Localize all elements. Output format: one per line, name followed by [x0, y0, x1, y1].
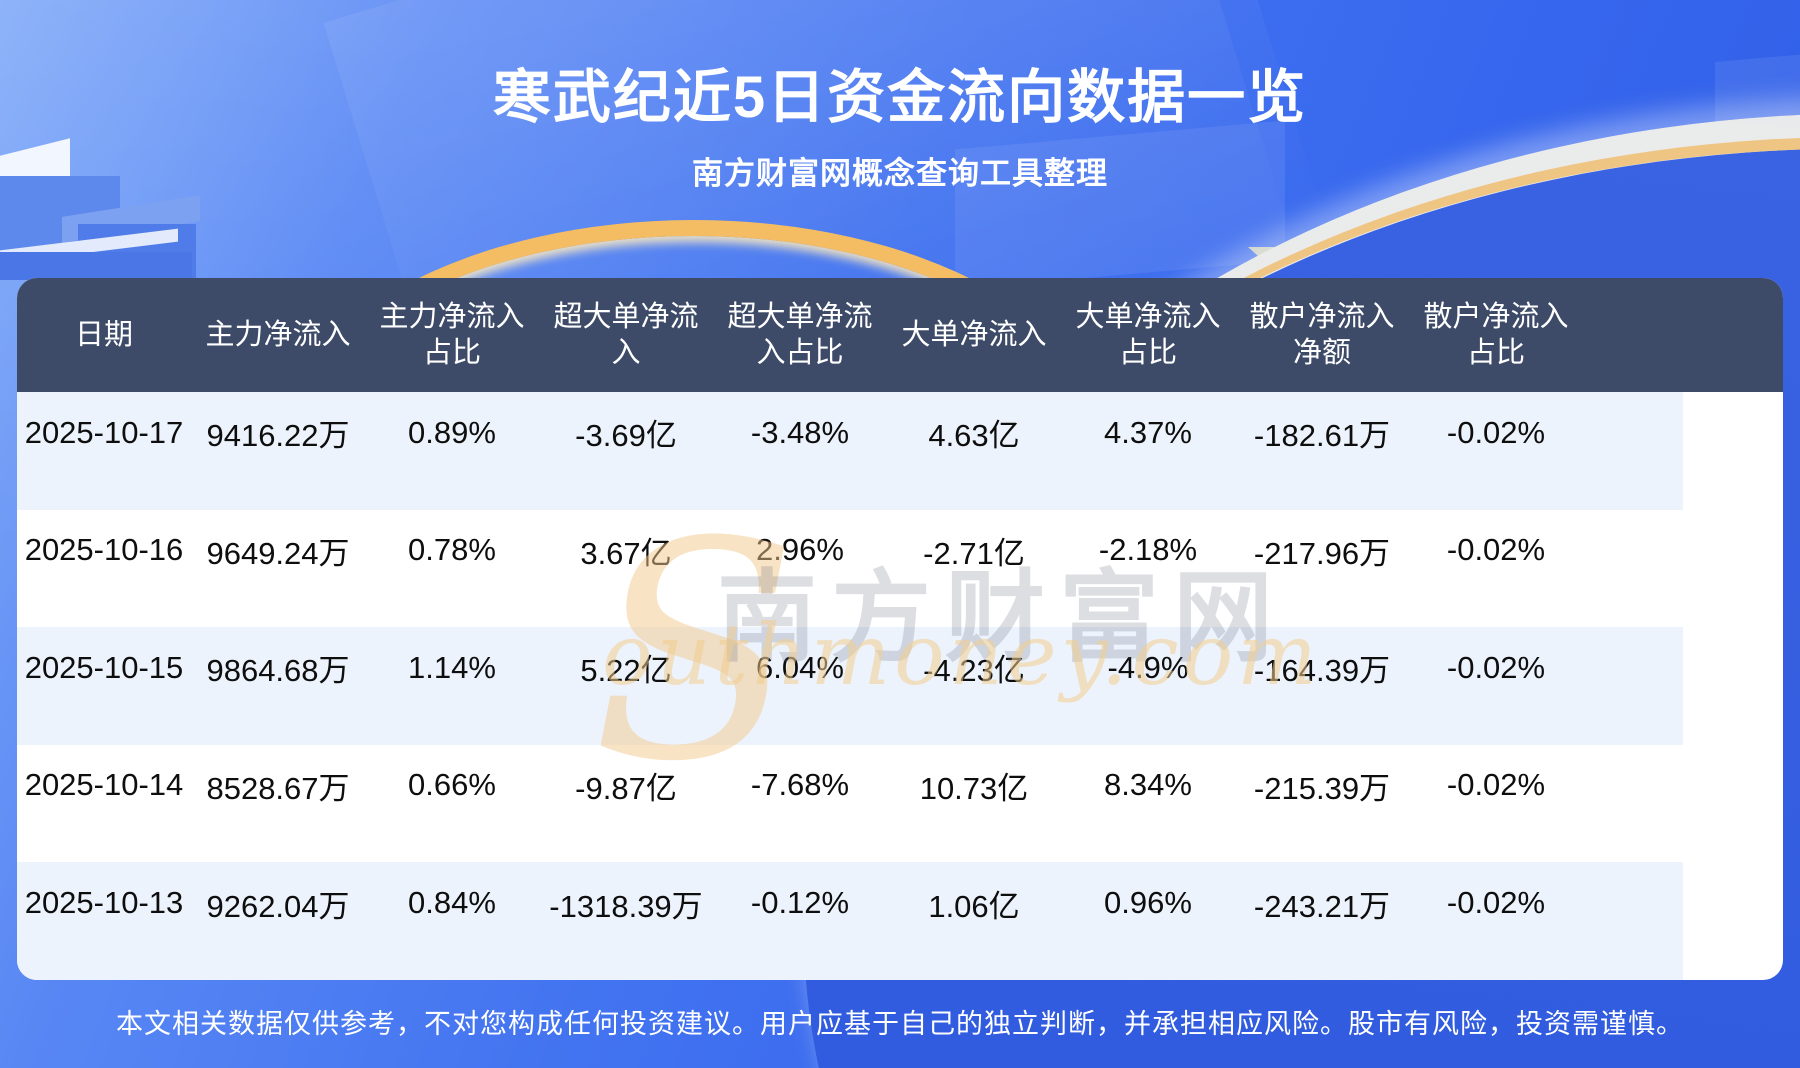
- table-cell: 2025-10-16: [24, 532, 184, 568]
- table-cell: 1.06亿: [928, 888, 1020, 924]
- header-cell: 大单净流入: [901, 319, 1047, 352]
- table-cell: 2025-10-17: [24, 414, 184, 450]
- table-cell: -4.9%: [1107, 649, 1189, 685]
- header-cell: 日期: [74, 319, 133, 352]
- table-cell: -2.71亿: [923, 535, 1025, 571]
- table-cell: 0.84%: [408, 885, 496, 921]
- table-cell: 6.04%: [756, 649, 844, 685]
- glass-pane: [955, 120, 1285, 290]
- table-cell: 4.37%: [1104, 414, 1192, 450]
- table-cell: -3.48%: [750, 414, 850, 450]
- table-cell: -0.12%: [750, 885, 850, 921]
- header-cell: 主力净流入占比: [379, 300, 525, 369]
- table-cell: -9.87亿: [575, 770, 677, 806]
- header-cell: 大单净流入占比: [1075, 300, 1221, 369]
- table-cell: 9649.24万: [206, 535, 350, 571]
- table-cell: -7.68%: [750, 767, 850, 803]
- table-cell: -0.02%: [1446, 767, 1546, 803]
- table-cell: -164.39万: [1253, 653, 1391, 689]
- table-cell: -4.23亿: [923, 653, 1025, 689]
- table-row: 2025-10-15 9864.68万 1.14% 5.22亿 6.04% -4.23亿 -…: [17, 627, 1683, 745]
- table-cell: 0.96%: [1104, 885, 1192, 921]
- header-cell: 散户净流入净额: [1249, 300, 1395, 369]
- table-cell: 2025-10-15: [24, 649, 184, 685]
- table-body: 2025-10-17 9416.22万 0.89% -3.69亿 -3.48% 4.63亿…: [17, 392, 1783, 980]
- table-cell: 10.73亿: [919, 770, 1029, 806]
- table-cell: -215.39万: [1253, 770, 1391, 806]
- table-cell: -0.02%: [1446, 885, 1546, 921]
- table-row: 2025-10-13 9262.04万 0.84% -1318.39万 -0.12% 1.…: [17, 862, 1683, 980]
- header-cell: 超大单净流入: [553, 300, 699, 369]
- table-cell: -1318.39万: [549, 888, 703, 924]
- table-cell: 2025-10-14: [24, 767, 184, 803]
- table-cell: -243.21万: [1253, 888, 1391, 924]
- table-cell: 4.63亿: [928, 418, 1020, 454]
- page-title: 寒武纪近5日资金流向数据一览: [492, 65, 1308, 130]
- platform-shape: [1248, 247, 1352, 273]
- table-cell: -0.02%: [1446, 532, 1546, 568]
- data-table-card: 日期 主力净流入 主力净流入占比 超大单净流入 超大单净流入占比 大单净流入 大单净流入占比…: [17, 278, 1783, 980]
- table-cell: -217.96万: [1253, 535, 1391, 571]
- table-cell: 1.14%: [408, 649, 496, 685]
- table-cell: 5.22亿: [580, 653, 672, 689]
- table-cell: 9864.68万: [206, 653, 350, 689]
- table-cell: 3.67亿: [580, 535, 672, 571]
- table-cell: -182.61万: [1253, 418, 1391, 454]
- header-cell: 主力净流入: [205, 319, 351, 352]
- table-cell: 0.78%: [408, 532, 496, 568]
- table-row: 2025-10-17 9416.22万 0.89% -3.69亿 -3.48% 4.63亿…: [17, 392, 1683, 510]
- table-cell: 8528.67万: [206, 770, 350, 806]
- table-cell: -0.02%: [1446, 649, 1546, 685]
- page-subtitle: 南方财富网概念查询工具整理: [692, 156, 1108, 191]
- table-cell: -3.69亿: [575, 418, 677, 454]
- table-cell: -0.02%: [1446, 414, 1546, 450]
- table-row: 2025-10-14 8528.67万 0.66% -9.87亿 -7.68% 10.73…: [17, 744, 1683, 863]
- table-cell: 0.66%: [408, 767, 496, 803]
- header-cell: 超大单净流入占比: [727, 300, 873, 369]
- header-cell: 散户净流入占比: [1423, 300, 1569, 369]
- table-row: 2025-10-16 9649.24万 0.78% 3.67亿 2.96% -2.71亿 -…: [17, 509, 1683, 628]
- table-cell: 0.89%: [408, 414, 496, 450]
- table-cell: 9262.04万: [206, 888, 350, 924]
- table-cell: 2.96%: [756, 532, 844, 568]
- table-cell: -2.18%: [1098, 532, 1198, 568]
- table-cell: 8.34%: [1104, 767, 1192, 803]
- table-header-row: 日期 主力净流入 主力净流入占比 超大单净流入 超大单净流入占比 大单净流入 大单净流入占比…: [17, 278, 1783, 392]
- table-cell: 2025-10-13: [24, 885, 184, 921]
- table-cell: 9416.22万: [206, 418, 350, 454]
- building-block-3: [0, 252, 192, 280]
- disclaimer-text: 本文相关数据仅供参考，不对您构成任何投资建议。用户应基于自己的独立判断，并承担相…: [116, 1009, 1684, 1039]
